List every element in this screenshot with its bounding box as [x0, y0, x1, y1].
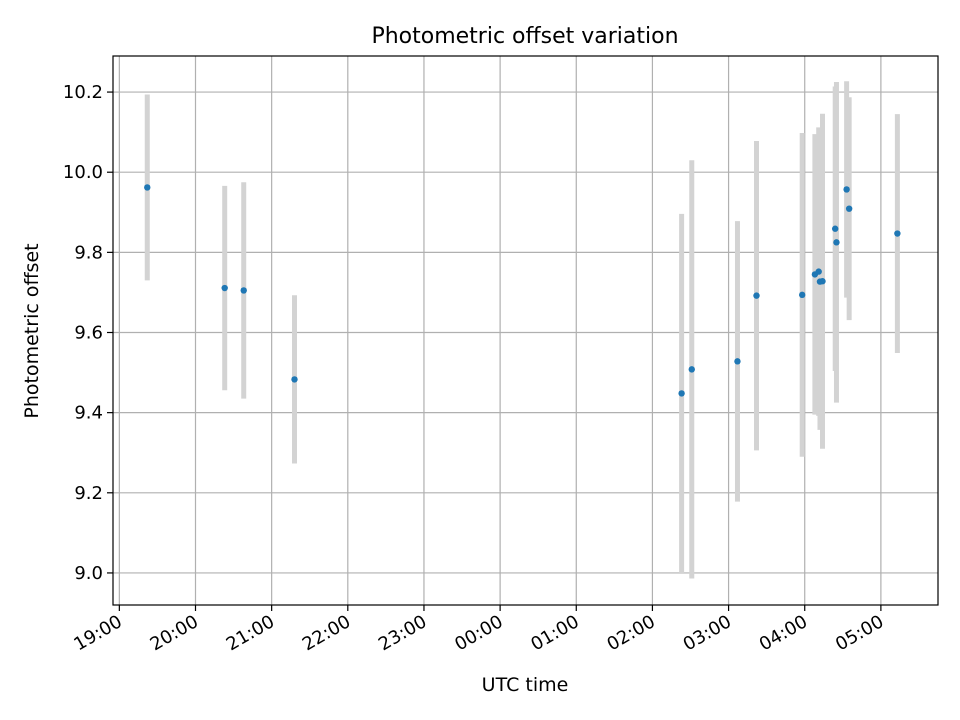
data-point — [815, 268, 822, 275]
y-tick-label: 9.0 — [74, 563, 103, 584]
y-axis-label: Photometric offset — [21, 243, 43, 418]
y-tick-label: 10.2 — [63, 82, 103, 103]
y-tick-label: 9.2 — [74, 483, 103, 504]
data-point — [753, 292, 760, 299]
y-tick-label: 10.0 — [63, 162, 103, 183]
x-axis-label: UTC time — [482, 674, 569, 696]
data-point — [843, 186, 850, 193]
y-axis: 9.0 9.2 9.4 9.6 9.8 10.0 10.2 — [63, 82, 113, 584]
data-point — [678, 390, 685, 397]
y-tick-label: 9.6 — [74, 323, 103, 344]
data-point — [833, 239, 840, 246]
data-points — [144, 184, 901, 397]
data-point — [894, 230, 901, 237]
data-point — [221, 284, 228, 292]
chart-title: Photometric offset variation — [371, 24, 678, 49]
y-tick-label: 9.4 — [74, 403, 103, 424]
data-point — [819, 278, 826, 285]
plot-frame — [112, 55, 939, 606]
data-point — [240, 287, 247, 294]
data-point — [798, 291, 806, 299]
grid — [113, 56, 938, 605]
data-point — [845, 205, 853, 212]
data-point — [291, 376, 298, 383]
data-point — [831, 225, 839, 232]
data-point — [144, 184, 151, 191]
y-tick-label: 9.8 — [74, 242, 103, 263]
data-point — [688, 366, 695, 373]
data-point — [734, 358, 741, 365]
